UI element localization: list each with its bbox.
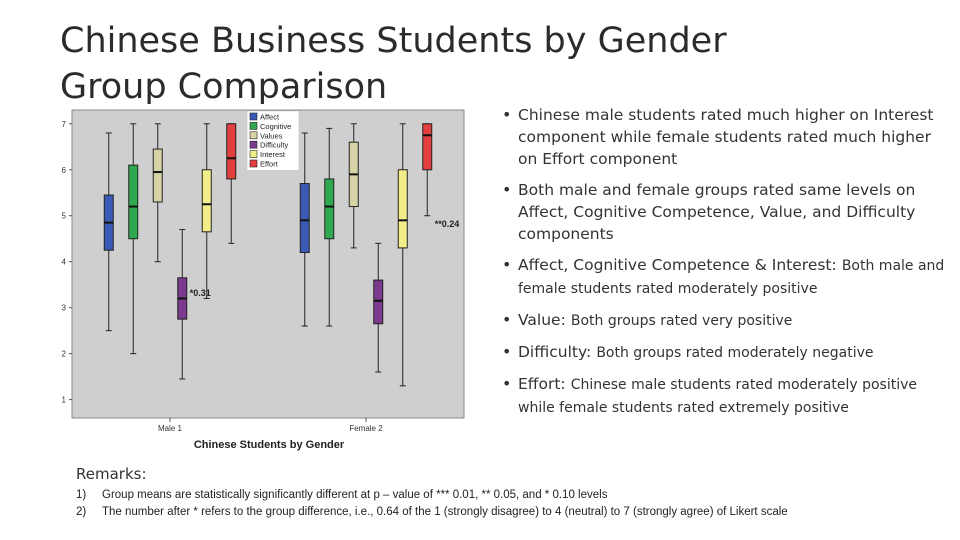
legend-label-interest: Interest <box>260 150 286 159</box>
remark-2-text: The number after * refers to the group d… <box>102 506 788 518</box>
remarks: Remarks: 1) Group means are statisticall… <box>76 465 936 521</box>
box-difficulty-0 <box>177 229 188 380</box>
remark-2-number: 2) <box>76 506 87 518</box>
box-values-1 <box>348 123 359 249</box>
finding-4-text: Both groups rated very positive <box>570 313 793 329</box>
remarks-title: Remarks: <box>76 465 147 483</box>
y-tick-label-2: 2 <box>62 350 67 359</box>
finding-5-text: Both groups rated moderately negative <box>596 345 874 361</box>
y-tick-label-1: 1 <box>62 396 67 405</box>
finding-2: Both male and female groups rated same l… <box>500 179 950 245</box>
x-axis: Male 1 Female 2 <box>158 418 383 433</box>
box-body <box>201 169 212 233</box>
y-tick-label-7: 7 <box>62 120 67 129</box>
remark-2: 2) The number after * refers to the grou… <box>76 504 936 521</box>
y-tick-label-4: 4 <box>62 258 67 267</box>
y-tick-label-3: 3 <box>62 304 67 313</box>
finding-3: Affect, Cognitive Competence & Interest:… <box>500 254 950 300</box>
box-body <box>299 183 310 254</box>
box-effort-0 <box>226 123 237 244</box>
box-cognitive-0 <box>128 123 139 355</box>
box-effort-1 <box>422 123 433 217</box>
box-interest-1 <box>397 123 408 387</box>
remark-1: 1) Group means are statistically signifi… <box>76 487 936 504</box>
legend-label-effort: Effort <box>260 160 279 169</box>
remark-1-number: 1) <box>76 489 87 501</box>
finding-5: Difficulty: Both groups rated moderately… <box>500 341 950 364</box>
legend-swatch-cognitive <box>249 122 258 130</box>
legend-label-affect: Affect <box>260 113 280 122</box>
y-tick-label-5: 5 <box>62 212 67 221</box>
finding-3-text: Both male and female students rated mode… <box>518 258 945 297</box>
legend-swatch-difficulty <box>249 140 258 149</box>
legend-swatch-interest <box>249 150 258 158</box>
box-body <box>152 148 163 203</box>
x-tick-label-1: Female 2 <box>349 424 383 433</box>
annotations: *0.31 **0.24 <box>190 219 460 298</box>
significance-annotation-0: *0.31 <box>190 288 211 298</box>
remark-1-text: Group means are statistically significan… <box>102 489 608 501</box>
box-affect-0 <box>103 132 114 332</box>
finding-1-text: Chinese male students rated much higher … <box>518 106 934 168</box>
box-affect-1 <box>299 132 310 327</box>
legend-swatch-effort <box>249 159 258 168</box>
significance-annotation-1: **0.24 <box>435 219 460 229</box>
finding-4: Value: Both groups rated very positive <box>500 309 950 332</box>
x-tick-label-0: Male 1 <box>158 424 183 433</box>
legend-label-values: Values <box>260 131 283 140</box>
boxplot-svg: 1 2 3 4 5 6 7 Male 1 Female 2 *0.31 **0.24 Affec… <box>58 104 478 456</box>
legend: AffectCognitiveValuesDifficultyInterestE… <box>246 110 300 171</box>
slide-title: Chinese Business Students by Gender Grou… <box>60 18 760 110</box>
finding-2-text: Both male and female groups rated same l… <box>518 181 916 243</box>
finding-6: Effort: Chinese male students rated mode… <box>500 373 950 419</box>
title-line-1: Chinese Business Students by Gender <box>60 21 727 61</box>
title-line-2: Group Comparison <box>60 67 388 107</box>
finding-6-head: Effort: <box>518 375 566 393</box>
finding-1: Chinese male students rated much higher … <box>500 104 950 170</box>
boxplot-chart: 1 2 3 4 5 6 7 Male 1 Female 2 *0.31 **0.24 Affec… <box>58 104 478 456</box>
box-body <box>422 123 433 171</box>
finding-6-text: Chinese male students rated moderately p… <box>518 377 918 416</box>
box-body <box>397 169 408 249</box>
box-series <box>103 123 433 387</box>
finding-5-head: Difficulty: <box>518 343 592 361</box>
finding-3-head: Affect, Cognitive Competence & Interest: <box>518 256 837 274</box>
y-axis: 1 2 3 4 5 6 7 <box>62 120 72 405</box>
legend-swatch-affect <box>249 112 258 121</box>
box-difficulty-1 <box>373 242 384 373</box>
box-interest-0 <box>201 123 212 299</box>
legend-label-difficulty: Difficulty <box>260 141 288 150</box>
box-cognitive-1 <box>324 127 335 327</box>
finding-4-head: Value: <box>518 311 566 329</box>
box-values-0 <box>152 123 163 263</box>
box-body <box>373 279 384 325</box>
findings-list: Chinese male students rated much higher … <box>500 104 950 428</box>
box-body <box>324 178 335 240</box>
x-axis-label: Chinese Students by Gender <box>194 439 345 451</box>
legend-label-cognitive: Cognitive <box>260 122 291 131</box>
legend-swatch-values <box>249 131 258 140</box>
y-tick-label-6: 6 <box>62 166 67 175</box>
box-body <box>226 123 237 180</box>
box-body <box>128 164 139 240</box>
